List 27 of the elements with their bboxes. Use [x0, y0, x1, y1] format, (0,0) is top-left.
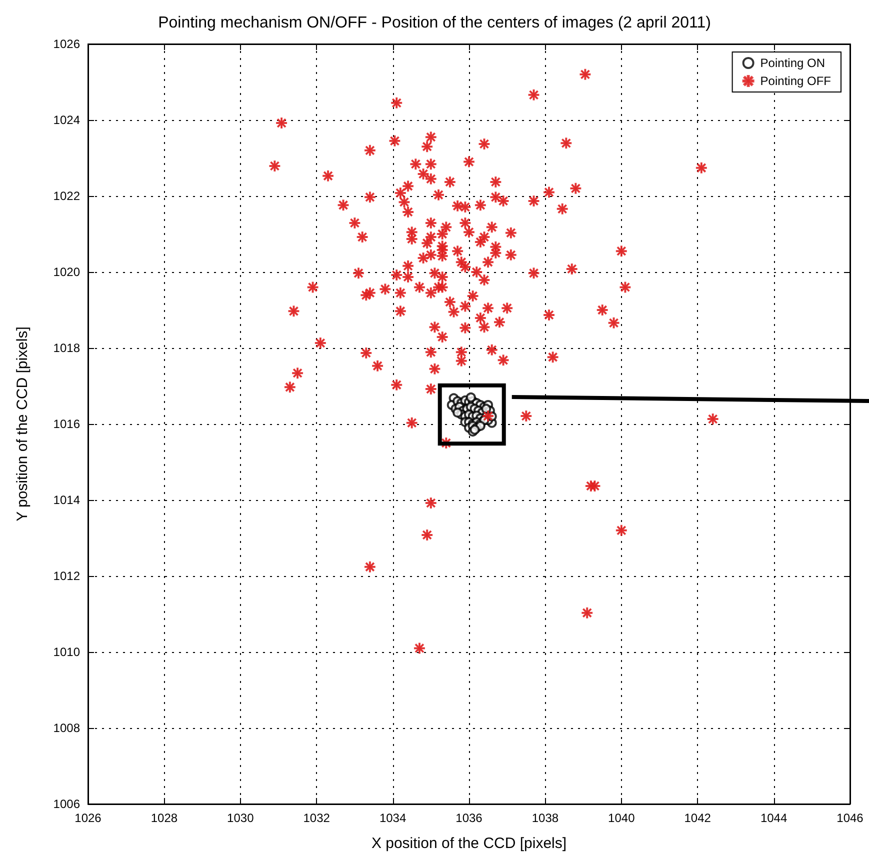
- chart-title: Pointing mechanism ON/OFF - Position of the centers of images (2 april 2011): [158, 14, 711, 32]
- y-tick-label: 1006: [53, 797, 80, 811]
- y-tick-label: 1020: [53, 265, 80, 279]
- y-tick-label: 1016: [53, 417, 80, 431]
- y-tick-label: 1010: [53, 645, 80, 659]
- x-axis-title: X position of the CCD [pixels]: [371, 835, 567, 852]
- x-tick-label: 1042: [684, 811, 712, 825]
- legend-label: Pointing OFF: [760, 74, 832, 88]
- x-tick-label: 1034: [379, 811, 406, 825]
- x-tick-label: 1046: [836, 811, 864, 825]
- y-axis-title: Y position of the CCD [pixels]: [14, 326, 31, 522]
- y-tick-label: 1024: [53, 113, 80, 127]
- x-tick-label: 1044: [760, 811, 788, 825]
- x-tick-label: 1040: [608, 811, 636, 825]
- legend-label: Pointing ON: [760, 56, 826, 70]
- x-tick-label: 1036: [456, 811, 483, 825]
- y-tick-label: 1018: [53, 341, 80, 355]
- y-tick-label: 1008: [53, 721, 80, 735]
- x-tick-label: 1030: [227, 811, 254, 825]
- x-tick-label: 1028: [150, 811, 178, 825]
- y-tick-label: 1014: [53, 493, 80, 507]
- y-tick-label: 1026: [53, 37, 80, 51]
- x-tick-label: 1026: [74, 811, 102, 825]
- x-tick-label: 1038: [532, 811, 559, 825]
- x-tick-label: 1032: [303, 811, 330, 825]
- y-tick-label: 1012: [53, 569, 80, 583]
- y-tick-label: 1022: [53, 189, 80, 203]
